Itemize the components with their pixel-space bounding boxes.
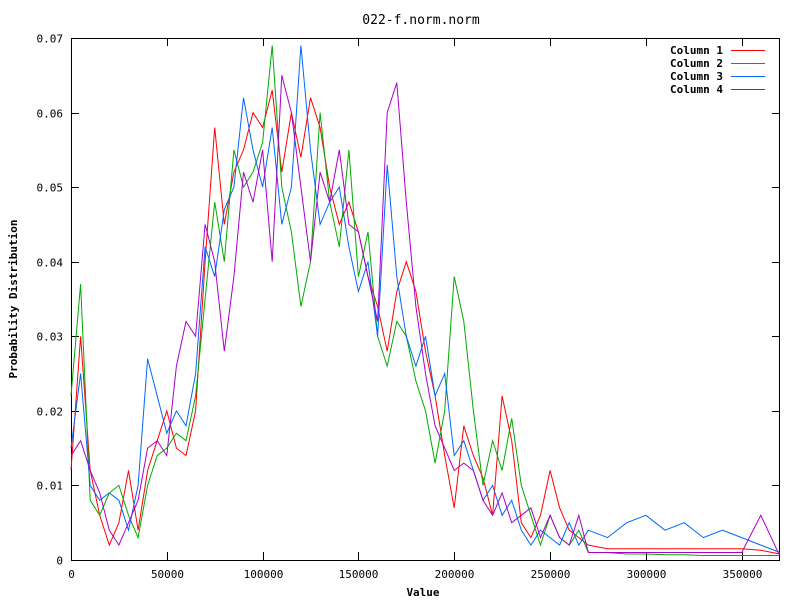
series-line-column-4 <box>70 75 781 557</box>
y-tick-label: 0 <box>56 555 63 568</box>
y-tick-label: 0.03 <box>37 331 64 344</box>
x-tick-label: 100000 <box>244 568 284 581</box>
y-tick-label: 0.01 <box>37 480 64 493</box>
x-tick-label: 50000 <box>151 568 184 581</box>
x-tick-label: 300000 <box>627 568 667 581</box>
legend-label-column-4: Column 4 <box>670 83 723 96</box>
y-axis: 0 0.01 0.02 0.03 0.04 0.05 0.06 0.07 <box>37 33 780 568</box>
series-line-column-2 <box>70 45 780 556</box>
x-tick-label: 350000 <box>723 568 763 581</box>
plot-frame <box>71 38 780 561</box>
legend-label-column-2: Column 2 <box>670 57 723 70</box>
y-tick-label: 0.04 <box>37 257 64 270</box>
y-tick-label: 0.02 <box>37 406 64 419</box>
y-axis-label: Probability Distribution <box>7 220 20 379</box>
chart-title: 022-f.norm.norm <box>362 13 480 28</box>
x-axis-label: Value <box>406 586 439 599</box>
x-tick-label: 150000 <box>339 568 379 581</box>
x-tick-label: 200000 <box>435 568 475 581</box>
y-tick-label: 0.07 <box>37 33 64 46</box>
y-tick-label: 0.05 <box>37 182 64 195</box>
legend-label-column-1: Column 1 <box>670 44 723 57</box>
series-line-column-1 <box>70 90 781 555</box>
y-tick-label: 0.06 <box>37 108 64 121</box>
series-layer <box>70 45 781 557</box>
x-axis: 0 50000 100000 150000 200000 250000 300000 3500… <box>68 38 762 581</box>
series-line-column-3 <box>70 45 781 553</box>
x-tick-label: 250000 <box>531 568 571 581</box>
x-tick-label: 0 <box>68 568 75 581</box>
legend-label-column-3: Column 3 <box>670 70 723 83</box>
